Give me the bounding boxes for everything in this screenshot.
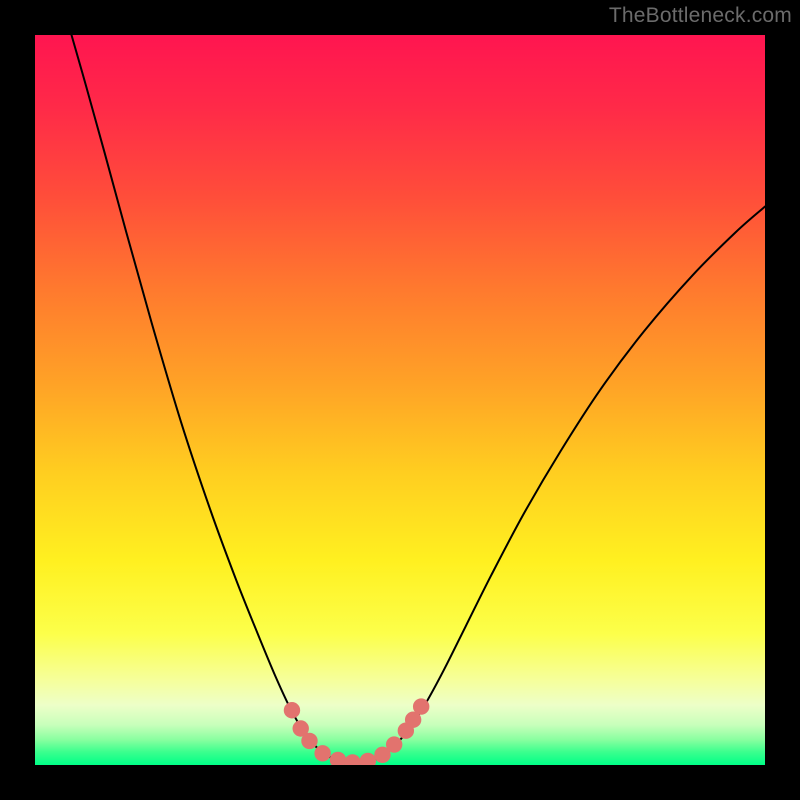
marker-dot xyxy=(284,702,300,718)
plot-background-gradient xyxy=(35,35,765,765)
chart-svg xyxy=(0,0,800,800)
marker-dot xyxy=(386,736,402,752)
chart-container: TheBottleneck.com xyxy=(0,0,800,800)
marker-dot xyxy=(413,698,429,714)
watermark-text: TheBottleneck.com xyxy=(609,4,792,28)
marker-dot xyxy=(314,745,330,761)
marker-dot xyxy=(301,733,317,749)
